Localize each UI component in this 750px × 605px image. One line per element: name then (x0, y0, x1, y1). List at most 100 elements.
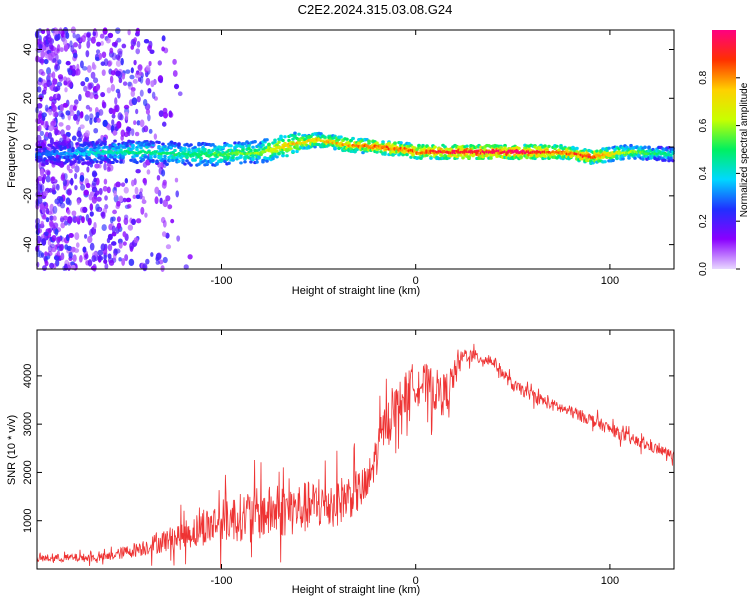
spectrum-noise-point (150, 252, 154, 257)
spectrum-ridge-point (171, 151, 175, 155)
spectrum-ridge-point (141, 157, 145, 162)
spectrum-noise-point (67, 216, 73, 224)
spectrum-ridge-point (241, 145, 245, 149)
spectrum-noise-point (165, 244, 172, 250)
spectrogram-y-ticks: -40 -20 0 20 40 (22, 43, 674, 253)
spectrum-ridge-point (183, 162, 187, 166)
spectrum-noise-point (52, 78, 58, 85)
spectrum-ridge-point (155, 160, 159, 164)
spectrum-ridge-point (205, 162, 209, 166)
spectrum-noise-point (139, 119, 145, 128)
spectrum-noise-point (98, 109, 104, 116)
spectrum-noise-point (110, 241, 117, 246)
spectrum-noise-point (74, 165, 80, 173)
spectrum-ridge-point (291, 149, 295, 153)
spectrum-ridge-point (103, 142, 107, 146)
spectrum-noise-point (121, 43, 127, 49)
spectrum-noise-point (52, 187, 56, 195)
spectrum-ridge-point (183, 149, 187, 153)
spectrum-noise-point (123, 131, 129, 138)
x-tick-label: 0 (413, 275, 419, 287)
spectrum-noise-point (68, 199, 72, 206)
spectrum-noise-point (102, 185, 108, 192)
spectrum-ridge-point (415, 148, 419, 152)
spectrum-noise-point (172, 70, 178, 77)
spectrogram-frame (36, 29, 675, 270)
spectrum-noise-point (132, 78, 138, 84)
spectrum-ridge-point (113, 139, 117, 143)
spectrum-ridge-point (253, 139, 257, 144)
spectrum-noise-point (71, 210, 77, 217)
spectrum-noise-point (67, 262, 72, 269)
spectrum-noise-point (101, 51, 107, 59)
spectrum-noise-point (101, 69, 106, 76)
spectrum-noise-point (111, 119, 115, 126)
spectrum-ridge-point (199, 156, 203, 161)
spectrum-noise-point (47, 251, 53, 257)
spectrum-ridge-point (75, 142, 79, 146)
spectrum-noise-point (90, 36, 96, 44)
spectrum-ridge-point (151, 141, 155, 145)
spectrum-ridge-point (103, 139, 107, 144)
spectrum-ridge-point (167, 142, 171, 146)
spectrum-ridge-point (339, 135, 343, 139)
spectrum-ridge-point (251, 145, 255, 149)
spectrum-noise-point (58, 76, 64, 82)
spectrum-ridge-point (281, 138, 285, 143)
spectrum-noise-point (170, 218, 175, 224)
spectrum-ridge-point (647, 145, 651, 149)
spectrum-ridge-point (99, 160, 103, 164)
spectrum-noise-point (64, 87, 68, 93)
spectrum-noise-point (133, 237, 139, 244)
spectrum-noise-point (76, 119, 80, 125)
spectrum-noise-point (87, 36, 92, 42)
spectrum-noise-point (135, 194, 141, 199)
spectrum-noise-point (90, 71, 96, 79)
spectrum-noise-point (62, 179, 68, 187)
spectrum-noise-point (68, 232, 74, 239)
spectrum-noise-point (95, 203, 100, 212)
spectrum-ridge-point (669, 156, 673, 160)
spectrum-noise-point (62, 102, 68, 108)
spectrum-ridge-point (551, 152, 555, 156)
spectrum-noise-point (52, 118, 57, 124)
spectrum-noise-point (106, 166, 111, 172)
spectrum-noise-point (149, 49, 155, 54)
spectrum-ridge-point (629, 143, 633, 148)
spectrum-noise-point (91, 195, 98, 204)
spectrum-noise-point (76, 199, 81, 206)
x-tick-label: 100 (601, 275, 619, 287)
spectrum-ridge-point (669, 154, 673, 157)
spectrum-noise-point (126, 126, 132, 132)
spectrum-noise-point (74, 217, 80, 222)
spectrum-noise-point (104, 263, 109, 270)
spectrum-ridge-point (265, 159, 269, 163)
spectrum-noise-point (52, 205, 58, 214)
spectrum-noise-point (141, 199, 147, 205)
x-tick-label: 100 (601, 575, 619, 587)
spectrum-ridge-point (251, 157, 255, 161)
spectrum-noise-point (145, 77, 151, 86)
spectrum-noise-point (142, 177, 147, 184)
spectrum-ridge-point (203, 147, 207, 152)
spectrum-ridge-point (119, 148, 123, 152)
spectrum-noise-point (120, 182, 126, 187)
spectrum-noise-point (145, 65, 151, 71)
spectrum-ridge-point (285, 154, 289, 158)
spectrum-noise-point (83, 233, 88, 239)
spectrum-noise-point (174, 177, 179, 183)
spectrum-noise-point (93, 177, 98, 183)
spectrum-ridge-point (85, 146, 89, 150)
spectrum-noise-point (135, 108, 139, 115)
spectrum-ridge-point (475, 151, 479, 155)
spectrum-noise-point (134, 131, 140, 137)
spectrum-ridge-point (641, 157, 645, 161)
spectrum-noise-point (135, 27, 141, 35)
spectrum-ridge-point (57, 162, 61, 166)
spectrum-ridge-point (489, 156, 493, 160)
spectrum-ridge-point (113, 155, 117, 159)
spectrum-ridge-point (547, 144, 551, 149)
spectrum-noise-point (84, 114, 90, 122)
spectrum-noise-point (161, 35, 166, 42)
spectrum-noise-point (43, 40, 47, 46)
